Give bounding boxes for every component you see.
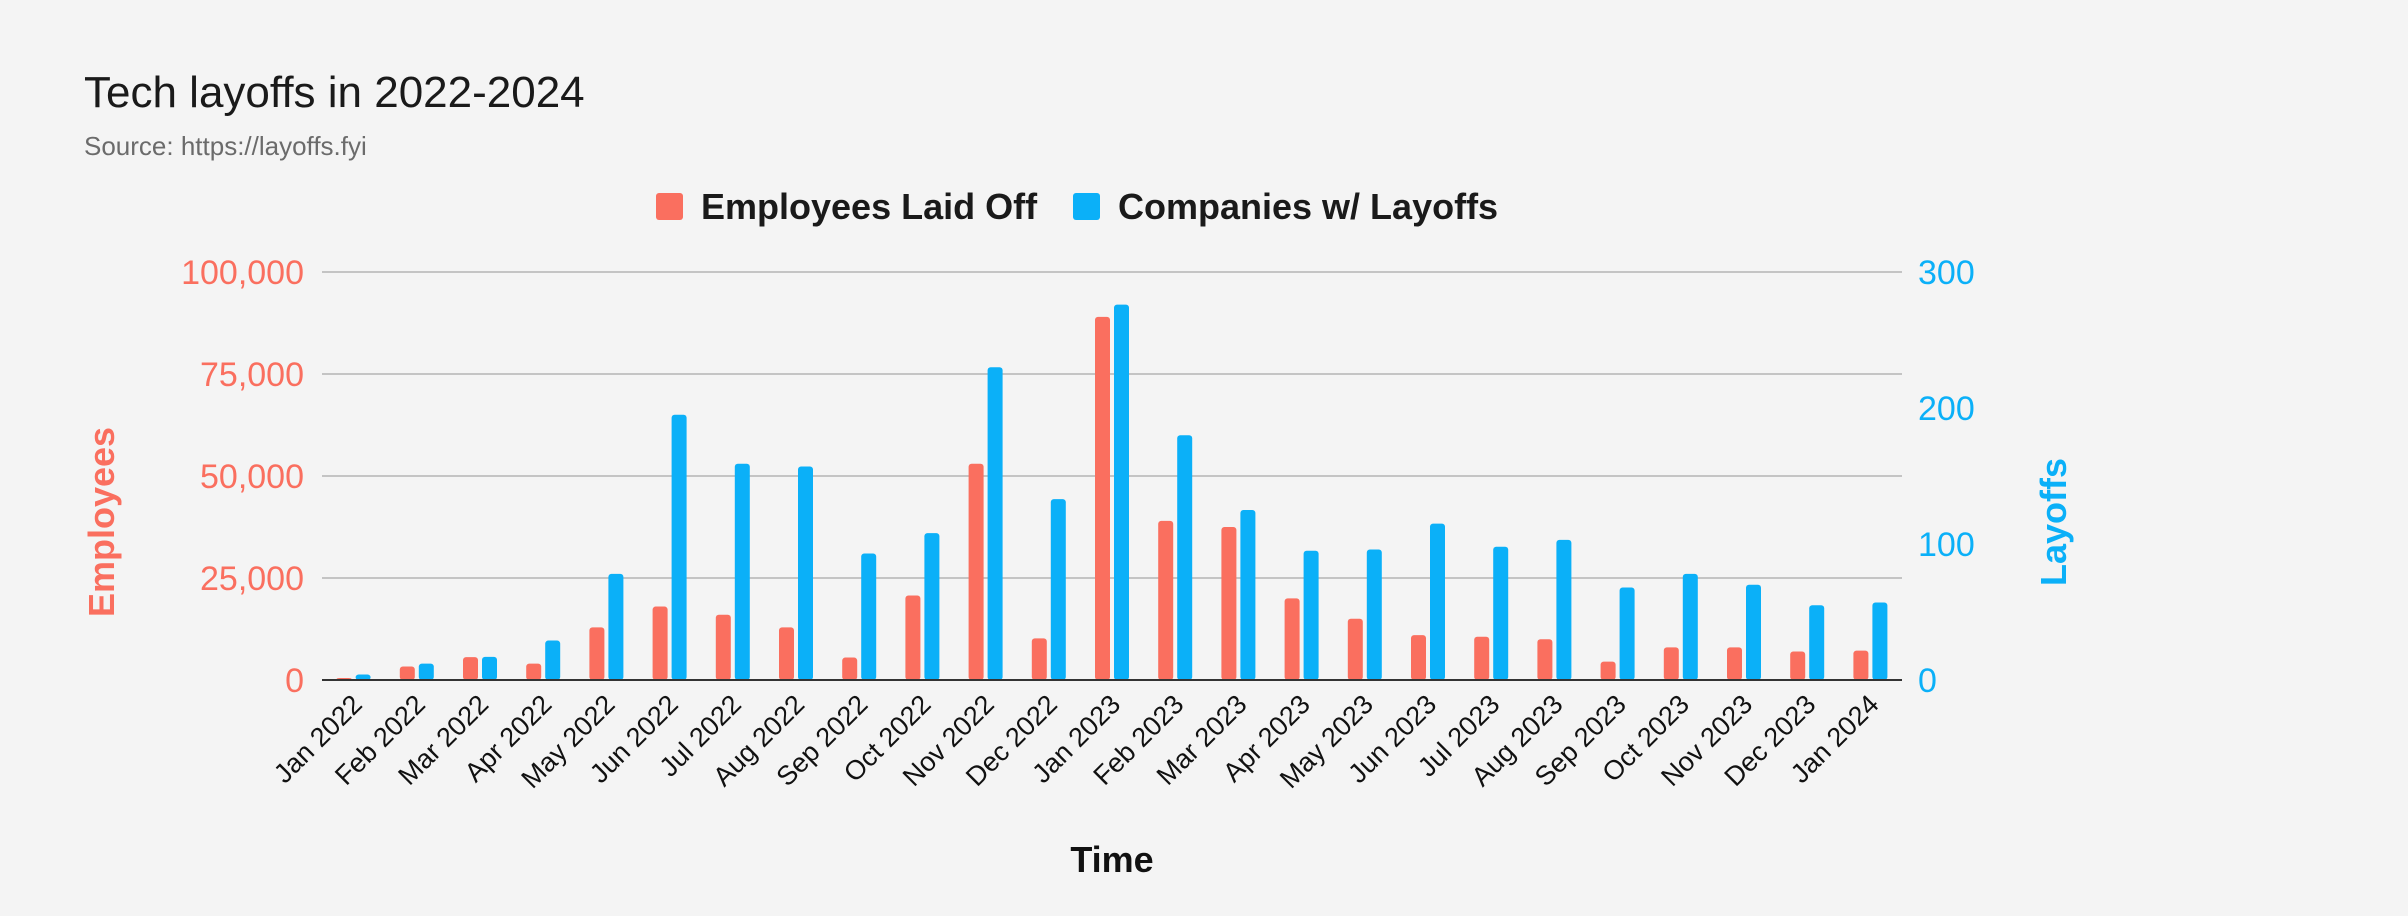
bar-employees <box>463 657 478 680</box>
chart-title: Tech layoffs in 2022-2024 <box>84 68 585 117</box>
bar-companies <box>482 656 497 680</box>
bar-companies <box>671 414 687 680</box>
bar-employees <box>526 663 542 680</box>
bar-employees <box>779 627 794 680</box>
bar-employees <box>589 627 605 680</box>
right-axis-title: Layoffs <box>2033 458 2074 586</box>
right-axis-ticks: 0 100 200 300 <box>1918 254 1975 700</box>
left-tick-label: 0 <box>285 662 304 700</box>
bar-companies <box>1114 304 1129 680</box>
bar-companies <box>734 463 750 680</box>
bar-employees <box>1600 661 1616 680</box>
bar-companies <box>418 663 434 680</box>
legend-label-companies: Companies w/ Layoffs <box>1118 186 1498 227</box>
bar-employees <box>1474 636 1490 680</box>
bar-employees <box>399 666 415 680</box>
bar-companies <box>1872 602 1888 680</box>
x-axis-title: Time <box>1070 839 1153 880</box>
bar-employees <box>715 614 731 680</box>
bar-employees <box>1095 316 1110 680</box>
bar-companies <box>861 553 877 680</box>
bar-employees <box>1221 527 1237 680</box>
left-tick-label: 50,000 <box>200 458 304 496</box>
bar-employees <box>1537 639 1553 680</box>
right-tick-label: 0 <box>1918 662 1937 700</box>
bar-companies <box>355 674 371 680</box>
bar-companies <box>1303 550 1319 680</box>
bar-companies <box>608 573 624 680</box>
left-axis-title: Employees <box>81 427 122 617</box>
legend-swatch-employees <box>656 193 683 220</box>
right-tick-label: 300 <box>1918 254 1975 292</box>
bar-employees <box>1790 651 1806 680</box>
bar-companies <box>1240 510 1256 680</box>
left-tick-label: 25,000 <box>200 560 304 598</box>
bar-employees <box>1031 638 1047 680</box>
bar-employees <box>1158 520 1174 680</box>
bar-employees <box>1663 647 1679 680</box>
bar-companies <box>1556 539 1572 680</box>
bar-employees <box>1284 598 1300 680</box>
bar-companies <box>924 533 940 680</box>
bar-companies <box>987 367 1003 680</box>
bar-companies <box>1493 546 1509 680</box>
bar-companies <box>1430 523 1445 680</box>
bar-employees <box>1727 647 1742 680</box>
bar-companies <box>1366 549 1382 680</box>
left-tick-label: 75,000 <box>200 356 304 394</box>
bar-companies <box>798 466 813 680</box>
bar-companies <box>545 640 561 680</box>
bar-employees <box>1411 635 1426 680</box>
legend-swatch-companies <box>1073 193 1100 220</box>
bar-employees <box>1853 650 1869 680</box>
bar-employees <box>652 606 668 680</box>
bar-employees <box>905 595 921 680</box>
legend-label-employees: Employees Laid Off <box>701 186 1038 227</box>
right-tick-label: 200 <box>1918 390 1975 428</box>
gridlines <box>322 271 1902 579</box>
bar-companies <box>1050 499 1066 680</box>
bar-companies <box>1177 435 1193 680</box>
bar-employees <box>968 463 984 680</box>
bar-employees <box>1347 618 1363 680</box>
bar-companies <box>1619 587 1635 680</box>
left-tick-label: 100,000 <box>181 254 304 292</box>
bar-employees <box>842 657 858 680</box>
left-axis-ticks: 0 25,000 50,000 75,000 100,000 <box>181 254 304 700</box>
bars <box>336 304 1888 680</box>
legend: Employees Laid Off Companies w/ Layoffs <box>656 186 1498 227</box>
right-tick-label: 100 <box>1918 526 1975 564</box>
bar-companies <box>1746 584 1761 680</box>
bar-companies <box>1809 605 1825 680</box>
chart-subtitle: Source: https://layoffs.fyi <box>84 131 367 161</box>
bar-companies <box>1682 573 1698 680</box>
